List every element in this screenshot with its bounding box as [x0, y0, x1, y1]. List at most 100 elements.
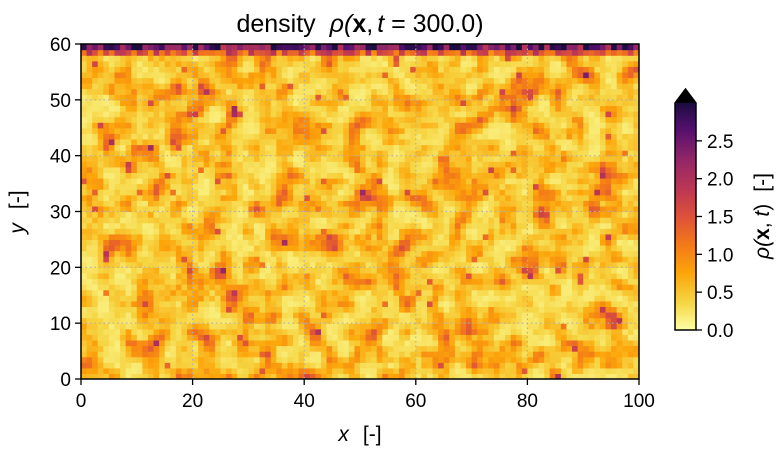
heatmap-cell	[92, 362, 99, 369]
heatmap-cell	[220, 272, 227, 280]
heatmap-cell	[192, 312, 199, 319]
heatmap-cell	[555, 272, 562, 280]
heatmap-cell	[203, 150, 210, 157]
heatmap-cell	[616, 351, 623, 358]
heatmap-cell	[538, 289, 545, 296]
heatmap-cell	[164, 323, 171, 330]
heatmap-cell	[298, 172, 305, 179]
heatmap-cell	[293, 205, 300, 213]
heatmap-cell	[371, 233, 378, 241]
heatmap-cell	[343, 217, 350, 224]
heatmap-cell	[97, 278, 104, 285]
heatmap-cell	[332, 295, 339, 302]
heatmap-cell	[393, 178, 400, 185]
heatmap-cell	[549, 222, 556, 229]
heatmap-cell	[460, 300, 467, 308]
heatmap-cell	[354, 133, 361, 140]
heatmap-cell	[421, 144, 428, 151]
heatmap-cell	[360, 105, 367, 112]
heatmap-cell	[566, 272, 573, 280]
heatmap-cell	[371, 367, 378, 375]
heatmap-cell	[354, 272, 361, 280]
heatmap-cell	[125, 222, 132, 229]
heatmap-cell	[577, 233, 584, 241]
heatmap-cell	[477, 367, 484, 375]
heatmap-cell	[376, 228, 383, 235]
heatmap-cell	[421, 178, 428, 185]
heatmap-cell	[376, 256, 383, 263]
heatmap-cell	[337, 256, 344, 263]
heatmap-cell	[488, 317, 495, 324]
heatmap-cell	[387, 272, 395, 280]
heatmap-cell	[572, 233, 579, 241]
heatmap-cell	[287, 306, 294, 313]
heatmap-cell	[611, 217, 618, 224]
heatmap-cell	[633, 345, 639, 352]
heatmap-cell	[426, 222, 434, 229]
heatmap-cell	[192, 105, 199, 112]
heatmap-cell	[114, 245, 121, 252]
heatmap-cell	[505, 256, 512, 263]
heatmap-cell	[159, 172, 166, 179]
heatmap-cell	[192, 362, 199, 369]
heatmap-cell	[471, 339, 478, 347]
heatmap-cell	[220, 194, 227, 201]
heatmap-cell	[270, 289, 277, 296]
heatmap-cell	[549, 172, 556, 179]
heatmap-cell	[505, 328, 512, 335]
heatmap-cell	[616, 362, 623, 369]
heatmap-cell	[304, 116, 311, 123]
heatmap-cell	[242, 367, 249, 375]
heatmap-cell	[510, 272, 517, 280]
heatmap-cell	[527, 178, 534, 185]
heatmap-cell	[521, 312, 528, 319]
heatmap-cell	[281, 211, 289, 218]
heatmap-cell	[460, 233, 467, 241]
heatmap-cell	[276, 261, 283, 268]
heatmap-cell	[410, 312, 417, 319]
heatmap-cell	[203, 289, 210, 296]
heatmap-cell	[544, 245, 551, 252]
heatmap-cell	[187, 161, 194, 168]
heatmap-cell	[343, 138, 350, 146]
heatmap-cell	[181, 323, 188, 330]
heatmap-cell	[605, 345, 612, 352]
heatmap-cell	[482, 172, 489, 179]
heatmap-cell	[572, 122, 579, 129]
heatmap-cell	[560, 127, 568, 134]
heatmap-cell	[460, 367, 467, 375]
heatmap-cell	[611, 122, 618, 129]
heatmap-cell	[326, 233, 333, 241]
heatmap-cell	[426, 284, 434, 291]
heatmap-cell	[460, 267, 467, 274]
heatmap-cell	[192, 217, 199, 224]
heatmap-cell	[265, 99, 272, 107]
heatmap-cell	[354, 373, 361, 379]
heatmap-cell	[214, 289, 222, 296]
heatmap-cell	[482, 228, 489, 235]
heatmap-cell	[415, 105, 422, 112]
heatmap-cell	[270, 261, 277, 268]
heatmap-cell	[142, 127, 149, 134]
heatmap-cell	[521, 233, 528, 241]
heatmap-cell	[253, 217, 261, 224]
heatmap-cell	[521, 211, 528, 218]
heatmap-cell	[499, 267, 506, 274]
heatmap-cell	[521, 351, 528, 358]
heatmap-cell	[181, 278, 188, 285]
heatmap-cell	[103, 272, 110, 280]
heatmap-cell	[488, 172, 495, 179]
heatmap-cell	[181, 116, 188, 123]
heatmap-cell	[605, 312, 612, 319]
heatmap-cell	[348, 367, 356, 375]
heatmap-cell	[365, 256, 372, 263]
heatmap-cell	[287, 150, 294, 157]
heatmap-cell	[315, 133, 322, 140]
heatmap-cell	[242, 339, 249, 347]
heatmap-cell	[242, 189, 249, 196]
heatmap-cell	[449, 150, 456, 157]
heatmap-cell	[320, 116, 328, 123]
heatmap-cell	[460, 306, 467, 313]
heatmap-cell	[343, 239, 350, 246]
heatmap-cell	[192, 300, 199, 308]
